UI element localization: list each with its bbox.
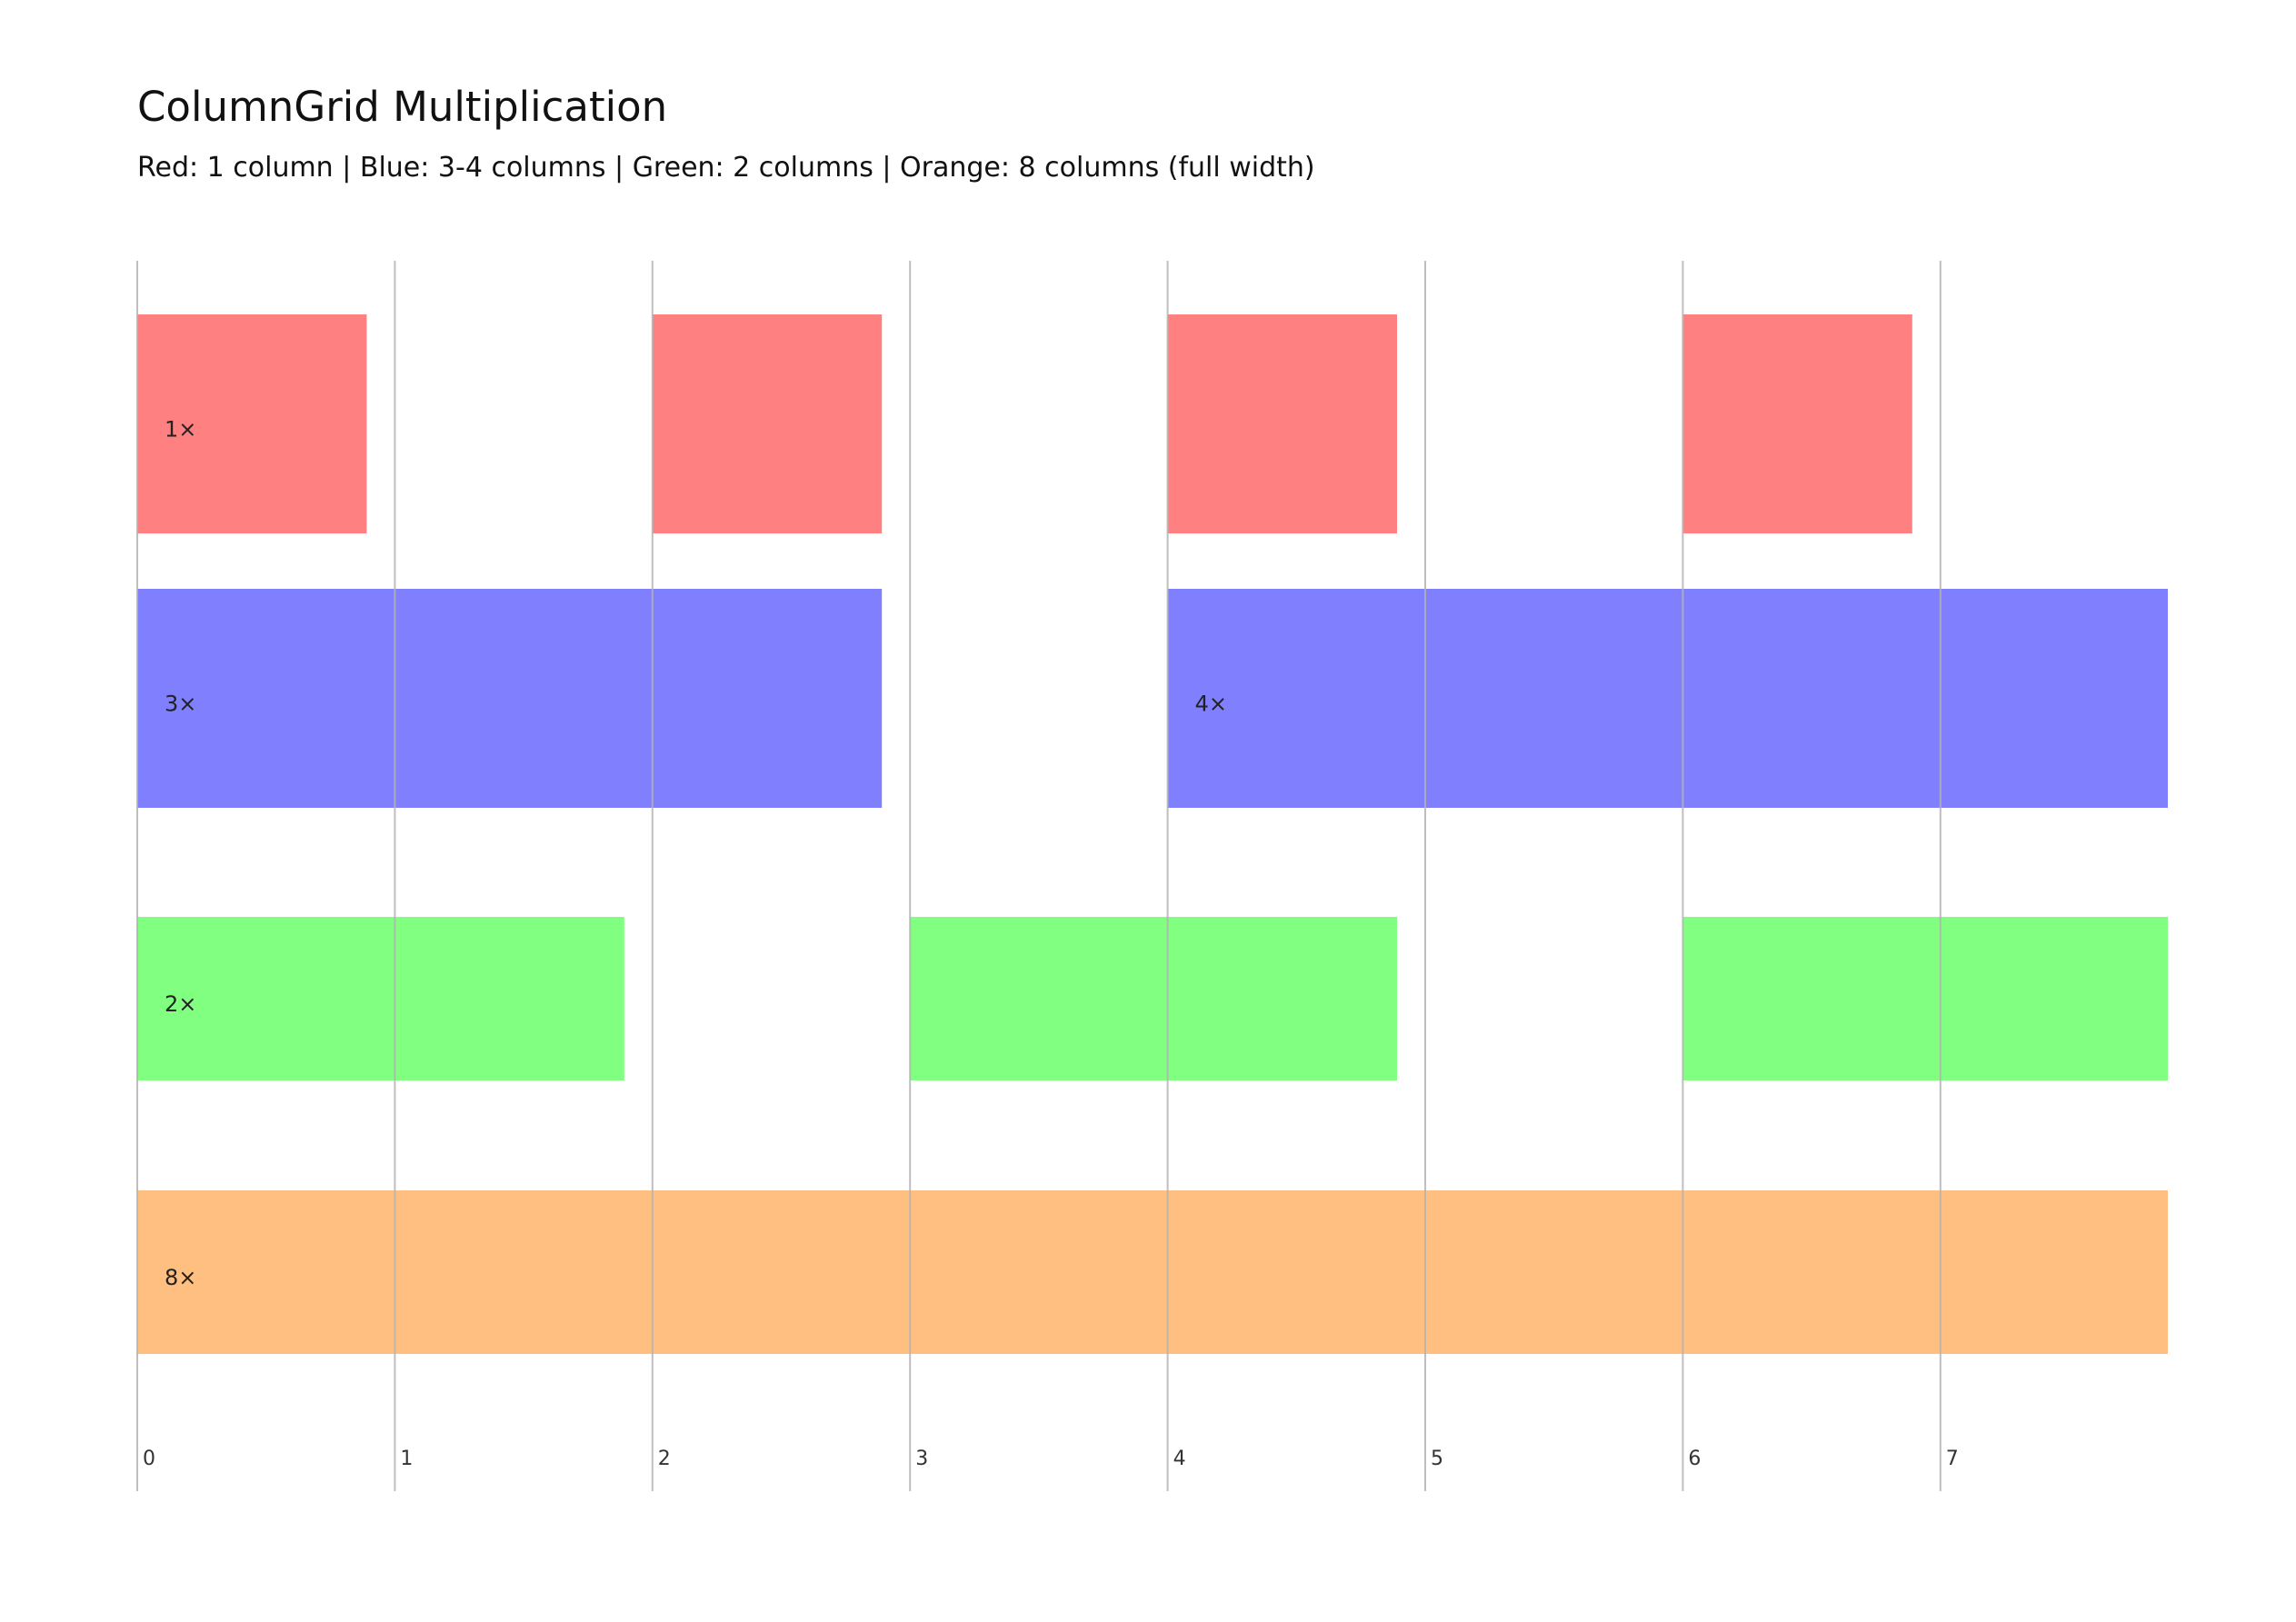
labels-layer: 1× 3× 4× 2× 8× 0 1 2 3 4 5 6 7 — [143, 417, 1959, 1471]
column-label-4: 4 — [1173, 1448, 1186, 1470]
grid-lines-layer — [136, 261, 1942, 1491]
blue-block-label-1: 4× — [1195, 692, 1227, 717]
column-label-7: 7 — [1946, 1448, 1959, 1470]
green-block-2 — [1682, 917, 2168, 1080]
column-label-1: 1 — [400, 1448, 413, 1470]
green-block-1 — [910, 917, 1397, 1080]
green-block-0 — [137, 917, 624, 1080]
column-label-0: 0 — [143, 1448, 155, 1470]
column-label-6: 6 — [1688, 1448, 1701, 1470]
column-label-3: 3 — [915, 1448, 928, 1470]
orange-block-label-0: 8× — [165, 1265, 196, 1290]
column-label-2: 2 — [658, 1448, 671, 1470]
blue-block-label-0: 3× — [165, 692, 196, 717]
red-block-2 — [1167, 314, 1397, 533]
red-block-0 — [137, 314, 367, 533]
page-subtitle: Red: 1 column | Blue: 3-4 columns | Gree… — [137, 152, 1315, 184]
green-block-label-0: 2× — [165, 991, 196, 1017]
blue-block-1 — [1167, 589, 2168, 808]
red-block-label-0: 1× — [165, 417, 196, 443]
page-title: ColumnGrid Multiplication — [137, 83, 668, 131]
column-label-5: 5 — [1431, 1448, 1443, 1470]
blue-block-0 — [137, 589, 883, 808]
red-block-3 — [1682, 314, 1912, 533]
orange-block-0 — [137, 1190, 2168, 1354]
blocks-layer — [137, 314, 2168, 1354]
red-block-1 — [652, 314, 883, 533]
